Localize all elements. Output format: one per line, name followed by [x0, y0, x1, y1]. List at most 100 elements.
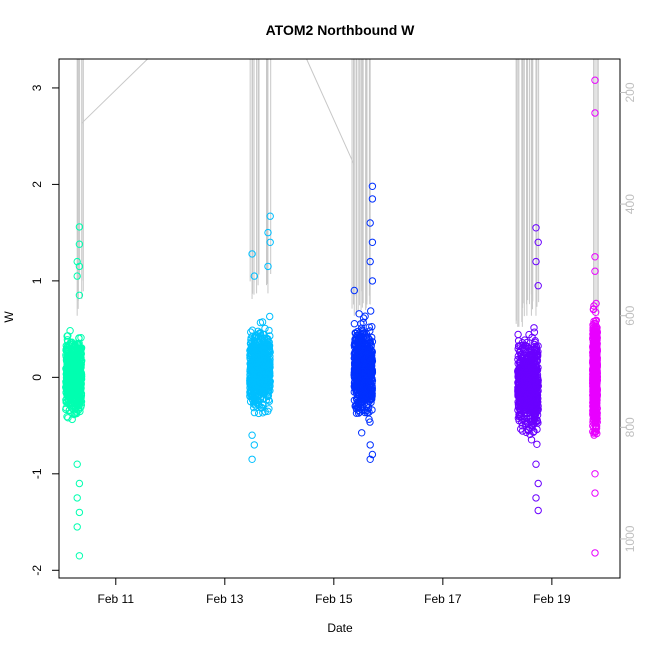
- y-tick-label: 3: [30, 84, 44, 91]
- data-point: [533, 440, 541, 448]
- data-point: [355, 345, 363, 354]
- data-point: [533, 366, 542, 374]
- data-point: [255, 348, 263, 357]
- data-point: [353, 378, 361, 387]
- outlier-point: [75, 291, 84, 299]
- data-point: [530, 324, 538, 332]
- data-point: [76, 350, 85, 358]
- data-point: [358, 429, 366, 437]
- outlier-point: [73, 257, 81, 266]
- data-point: [266, 312, 274, 321]
- outlier-point: [248, 250, 256, 258]
- data-point: [64, 414, 72, 422]
- data-point: [527, 436, 536, 444]
- data-point: [363, 355, 371, 363]
- outlier-point: [368, 238, 377, 247]
- outlier-point: [591, 109, 599, 117]
- data-point: [524, 343, 532, 351]
- data-point: [63, 352, 72, 361]
- outlier-point: [250, 272, 259, 280]
- data-point: [62, 405, 70, 414]
- data-point: [77, 334, 85, 342]
- outlier-point: [75, 508, 84, 517]
- x-tick-label: Feb 13: [206, 592, 244, 606]
- outlier-point: [532, 460, 540, 468]
- data-point: [73, 409, 81, 418]
- data-point: [248, 358, 256, 367]
- data-point: [366, 347, 374, 356]
- data-point: [591, 360, 600, 369]
- y-tick-label: -2: [30, 565, 44, 576]
- data-point: [530, 328, 539, 336]
- outlier-point: [591, 267, 599, 275]
- data-point: [352, 401, 361, 410]
- outlier-point: [534, 238, 542, 247]
- data-point: [365, 415, 373, 423]
- data-point: [266, 332, 274, 340]
- data-point: [254, 327, 262, 335]
- outlier-point: [75, 479, 84, 488]
- secondary-lines: [76, 58, 599, 327]
- data-point: [591, 380, 600, 388]
- data-point: [250, 408, 259, 417]
- outlier-point: [350, 286, 358, 295]
- x-axis: Feb 11 Feb 13 Feb 15 Feb 17 Feb 19: [98, 578, 571, 606]
- data-point: [520, 371, 528, 380]
- data-point: [353, 349, 362, 357]
- data-point: [590, 423, 598, 432]
- outlier-point: [591, 489, 599, 497]
- data-point: [265, 405, 273, 413]
- data-point: [360, 380, 368, 388]
- data-point: [359, 343, 367, 352]
- data-point: [532, 385, 540, 394]
- data-point: [591, 416, 599, 425]
- data-point: [361, 312, 369, 320]
- data-point: [65, 374, 73, 382]
- data-point: [368, 390, 376, 398]
- outlier-point: [534, 282, 542, 290]
- data-point: [590, 340, 599, 348]
- data-point: [258, 358, 267, 366]
- secondary-line: [81, 58, 148, 124]
- chart-title: ATOM2 Northbound W: [266, 22, 416, 38]
- data-point: [265, 326, 273, 335]
- data-point: [73, 359, 81, 367]
- data-point: [534, 348, 542, 356]
- data-points: [62, 76, 601, 560]
- outlier-point: [534, 479, 542, 488]
- y2-tick-label: 200: [623, 82, 637, 102]
- data-point: [520, 345, 528, 353]
- y2-tick-label: 800: [623, 417, 637, 437]
- data-point: [526, 414, 534, 423]
- data-point: [592, 329, 601, 337]
- outlier-point: [591, 253, 599, 261]
- data-point: [255, 409, 263, 418]
- outlier-point: [368, 182, 377, 191]
- data-point: [255, 386, 263, 394]
- data-point: [527, 357, 535, 365]
- data-point: [514, 330, 522, 339]
- data-point: [265, 342, 273, 350]
- plot-frame: [58, 58, 621, 579]
- data-point: [532, 377, 540, 385]
- x-tick-label: Feb 17: [424, 592, 462, 606]
- data-point: [368, 333, 376, 342]
- data-point: [524, 393, 532, 402]
- data-point: [358, 326, 366, 334]
- data-point: [365, 335, 374, 344]
- data-point: [528, 424, 536, 432]
- data-point: [255, 370, 263, 379]
- y-axis: -2 -1 0 1 2 3: [30, 84, 59, 576]
- data-point: [359, 367, 367, 376]
- data-point: [516, 384, 524, 392]
- data-point: [75, 376, 83, 384]
- data-point: [63, 413, 71, 421]
- data-point: [247, 336, 255, 344]
- data-point: [358, 398, 366, 407]
- data-point: [246, 363, 255, 371]
- secondary-y-axis: 200 400 600 800 1000: [620, 82, 637, 552]
- data-point: [68, 357, 77, 365]
- data-point: [525, 390, 533, 398]
- outlier-point: [248, 455, 256, 463]
- outlier-point: [75, 552, 84, 560]
